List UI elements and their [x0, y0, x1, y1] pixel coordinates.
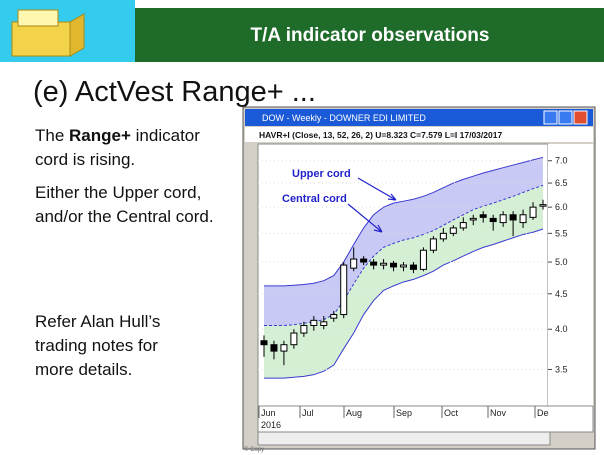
candle-body: [489, 217, 497, 223]
header-title: T/A indicator observations: [251, 25, 490, 46]
y-tick-label: 6.5: [555, 178, 568, 188]
note-text: The: [35, 126, 69, 145]
note: Refer Alan Hull’s: [35, 312, 160, 331]
year-label: 2016: [261, 420, 281, 430]
candle-body: [499, 214, 507, 224]
candle-body: [519, 214, 527, 224]
y-tick-label: 4.0: [555, 324, 568, 334]
footer: © Copy: [244, 446, 264, 453]
candle-body: [290, 332, 298, 346]
candle-body: [270, 344, 278, 352]
candle-body: [449, 227, 457, 234]
candle-body: [380, 262, 388, 266]
y-tick-label: 5.0: [555, 257, 568, 267]
month-label: Sep: [396, 408, 412, 418]
note: cord is rising.: [35, 150, 135, 169]
note: and/or the Central cord.: [35, 207, 214, 226]
candle-body: [409, 264, 417, 270]
note: The Range+ indicator: [35, 126, 200, 145]
candle-body: [340, 264, 348, 316]
note: Either the Upper cord,: [35, 183, 201, 202]
month-label: Oct: [444, 408, 459, 418]
candle-body: [419, 249, 427, 270]
candle-body: [429, 238, 437, 251]
plot-area: [258, 156, 548, 379]
candle-body: [300, 325, 308, 334]
candle-body: [469, 217, 477, 221]
candle-body: [260, 340, 268, 346]
month-label: Jul: [302, 408, 314, 418]
candle-body: [400, 264, 407, 268]
candle-body: [509, 214, 517, 221]
arrow: [357, 177, 397, 201]
note: trading notes for: [35, 336, 158, 355]
y-tick-label: 3.5: [555, 364, 568, 374]
candle-body: [370, 261, 378, 266]
annotation: Upper cord: [292, 168, 351, 180]
arrow: [347, 203, 383, 233]
candle-body: [439, 232, 447, 240]
note-bold: Range+: [69, 126, 131, 145]
minimize-button[interactable]: [543, 110, 558, 125]
candle-body: [360, 258, 368, 263]
y-tick-label: 6.0: [555, 202, 568, 212]
candle-body: [330, 314, 338, 319]
note-text: indicator: [131, 126, 200, 145]
band-fill: [264, 157, 543, 326]
candle-body: [350, 258, 358, 269]
maximize-button[interactable]: [558, 110, 573, 125]
candle-body: [539, 204, 547, 207]
band-line: [264, 156, 544, 287]
candle-body: [280, 344, 288, 352]
window-title: DOW - Weekly - DOWNER EDI LIMITED: [262, 113, 426, 123]
folder-icon: [11, 9, 85, 57]
indicator-label: HAVR+I (Close, 13, 52, 26, 2) U=8.323 C=…: [259, 130, 502, 140]
y-tick-label: 7.0: [555, 156, 568, 166]
month-label: Nov: [490, 408, 507, 418]
month-label: De: [537, 408, 549, 418]
candle-body: [529, 206, 537, 218]
y-tick-label: 5.5: [555, 228, 568, 238]
close-button[interactable]: [573, 110, 588, 125]
candle-body: [459, 222, 467, 229]
header-bar: [135, 8, 604, 62]
y-tick-label: 4.5: [555, 289, 568, 299]
candle-body: [310, 319, 318, 327]
candle-body: [390, 262, 398, 268]
candle-body: [320, 321, 328, 327]
candle-body: [479, 214, 487, 218]
scrollbar[interactable]: [257, 431, 551, 446]
heading: (e) ActVest Range+ ...: [33, 76, 316, 108]
note: more details.: [35, 360, 132, 379]
annotation: Central cord: [282, 193, 347, 205]
month-label: Aug: [346, 408, 362, 418]
band-line: [264, 228, 544, 379]
month-label: Jun: [261, 408, 276, 418]
